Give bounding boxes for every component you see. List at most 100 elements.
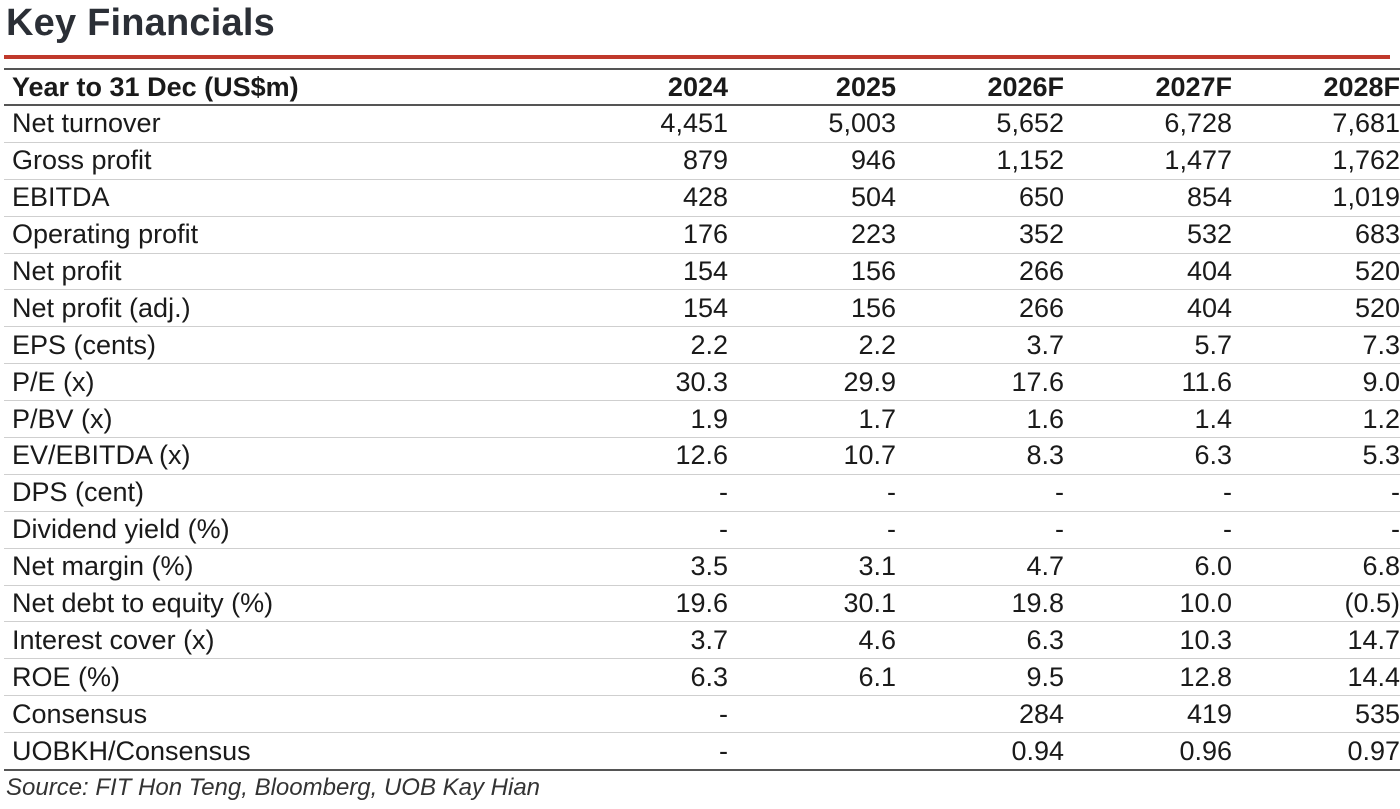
row-value: 532 <box>1072 216 1240 254</box>
table-row: Net turnover 4,451 5,003 5,652 6,728 7,681 <box>4 105 1400 143</box>
table-row: Dividend yield (%) - - - - - <box>4 511 1400 549</box>
row-value: - <box>568 474 736 512</box>
row-value: 1.4 <box>1072 400 1240 439</box>
row-label: ROE (%) <box>4 658 568 697</box>
table-row: Operating profit 176 223 352 532 683 <box>4 216 1400 254</box>
row-value: 223 <box>736 216 904 254</box>
table-row: EBITDA 428 504 650 854 1,019 <box>4 179 1400 217</box>
row-value: 19.8 <box>904 585 1072 623</box>
row-value: 11.6 <box>1072 363 1240 402</box>
row-value: 17.6 <box>904 363 1072 402</box>
row-value: 5,652 <box>904 105 1072 143</box>
row-value: 266 <box>904 253 1072 291</box>
row-label: Interest cover (x) <box>4 621 568 660</box>
row-value <box>736 732 904 772</box>
row-value: - <box>1240 511 1400 549</box>
row-value: 5,003 <box>736 105 904 143</box>
row-value: 266 <box>904 289 1072 328</box>
row-value: 6.0 <box>1072 548 1240 586</box>
row-label: Net turnover <box>4 105 568 143</box>
row-value: - <box>568 732 736 772</box>
row-value: 176 <box>568 216 736 254</box>
row-value: - <box>736 474 904 512</box>
row-value: (0.5) <box>1240 585 1400 623</box>
row-value: 1.2 <box>1240 400 1400 439</box>
row-value: 879 <box>568 142 736 180</box>
row-value: 156 <box>736 289 904 328</box>
row-value: 0.96 <box>1072 732 1240 772</box>
row-value: 284 <box>904 695 1072 734</box>
header-year: 2027F <box>1155 71 1232 102</box>
row-value: 6.8 <box>1240 548 1400 586</box>
row-value: - <box>736 511 904 549</box>
row-value: - <box>1072 474 1240 512</box>
row-value: 5.3 <box>1240 437 1400 475</box>
row-value: 3.7 <box>904 326 1072 365</box>
row-value: - <box>568 695 736 734</box>
row-value: 946 <box>736 142 904 180</box>
row-label: Operating profit <box>4 216 568 254</box>
row-value: 10.7 <box>736 437 904 475</box>
row-label: Gross profit <box>4 142 568 180</box>
row-value: 6,728 <box>1072 105 1240 143</box>
header-year: 2026F <box>987 71 1064 102</box>
row-value <box>736 695 904 734</box>
row-label: Dividend yield (%) <box>4 511 568 549</box>
row-value: - <box>904 511 1072 549</box>
header-label: Year to 31 Dec (US$m) <box>12 71 299 102</box>
row-value: 854 <box>1072 179 1240 217</box>
key-financials-table: Year to 31 Dec (US$m) 2024 2025 2026F 20… <box>4 68 1400 772</box>
row-value: - <box>1240 474 1400 512</box>
table-row: Net margin (%) 3.5 3.1 4.7 6.0 6.8 <box>4 548 1400 586</box>
table-row: DPS (cent) - - - - - <box>4 474 1400 512</box>
row-value: 7.3 <box>1240 326 1400 365</box>
row-value: 520 <box>1240 289 1400 328</box>
table-row: EV/EBITDA (x) 12.6 10.7 8.3 6.3 5.3 <box>4 437 1400 475</box>
row-label: P/E (x) <box>4 363 568 402</box>
row-value: 535 <box>1240 695 1400 734</box>
row-value: 404 <box>1072 253 1240 291</box>
row-value: 650 <box>904 179 1072 217</box>
row-value: 12.8 <box>1072 658 1240 697</box>
row-value: 2.2 <box>568 326 736 365</box>
row-value: 30.1 <box>736 585 904 623</box>
row-value: 10.0 <box>1072 585 1240 623</box>
row-value: 4,451 <box>568 105 736 143</box>
row-value: 428 <box>568 179 736 217</box>
row-value: 352 <box>904 216 1072 254</box>
table-row: EPS (cents) 2.2 2.2 3.7 5.7 7.3 <box>4 326 1400 365</box>
row-value: 3.7 <box>568 621 736 660</box>
row-label: Net profit (adj.) <box>4 289 568 328</box>
row-value: - <box>1072 511 1240 549</box>
row-label: UOBKH/Consensus <box>4 732 568 772</box>
row-value: 14.4 <box>1240 658 1400 697</box>
table-row: P/E (x) 30.3 29.9 17.6 11.6 9.0 <box>4 363 1400 402</box>
row-label: Net debt to equity (%) <box>4 585 568 623</box>
page-title: Key Financials <box>6 2 275 44</box>
row-value: 6.3 <box>1072 437 1240 475</box>
row-label: P/BV (x) <box>4 400 568 439</box>
row-value: 5.7 <box>1072 326 1240 365</box>
row-value: 1,762 <box>1240 142 1400 180</box>
row-value: 4.6 <box>736 621 904 660</box>
row-value: 1,019 <box>1240 179 1400 217</box>
row-value: - <box>568 511 736 549</box>
row-value: 2.2 <box>736 326 904 365</box>
table-row: UOBKH/Consensus - 0.94 0.96 0.97 <box>4 732 1400 772</box>
title-rule <box>4 55 1390 59</box>
row-value: 30.3 <box>568 363 736 402</box>
row-value: 4.7 <box>904 548 1072 586</box>
row-value: 6.1 <box>736 658 904 697</box>
table-row: Net profit (adj.) 154 156 266 404 520 <box>4 289 1400 328</box>
table-row: Consensus - 284 419 535 <box>4 695 1400 734</box>
row-label: Net margin (%) <box>4 548 568 586</box>
row-label: EV/EBITDA (x) <box>4 437 568 475</box>
row-value: 6.3 <box>568 658 736 697</box>
table-row: Net debt to equity (%) 19.6 30.1 19.8 10.0 (0… <box>4 585 1400 623</box>
row-value: 404 <box>1072 289 1240 328</box>
row-value: 14.7 <box>1240 621 1400 660</box>
row-label: Net profit <box>4 253 568 291</box>
row-value: 3.5 <box>568 548 736 586</box>
row-value: 504 <box>736 179 904 217</box>
row-value: - <box>904 474 1072 512</box>
